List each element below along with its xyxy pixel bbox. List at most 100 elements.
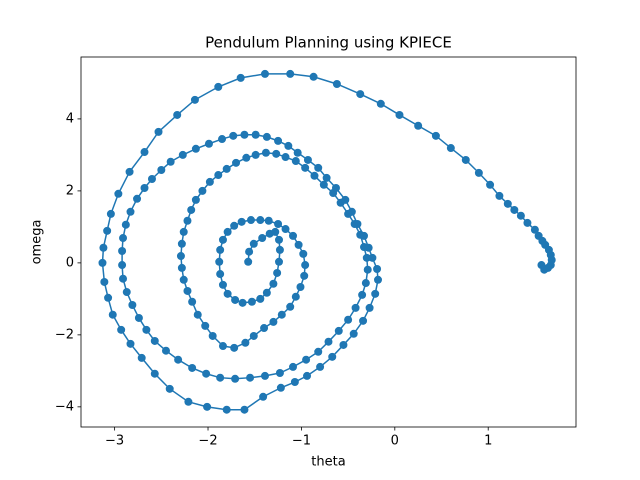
point (261, 148, 270, 157)
point (161, 346, 170, 355)
point (173, 110, 182, 119)
x-tick-label: −3 (105, 434, 124, 449)
point (516, 211, 525, 220)
point (284, 141, 293, 150)
x-axis-label: theta (311, 455, 345, 470)
point (289, 362, 298, 371)
point (260, 69, 269, 78)
point (259, 392, 268, 401)
point (364, 243, 373, 252)
point (269, 279, 278, 288)
point (118, 261, 127, 270)
point (281, 153, 290, 162)
point (344, 315, 353, 324)
point (203, 402, 212, 411)
point (176, 252, 185, 261)
point (242, 153, 251, 162)
point (238, 298, 247, 307)
point (114, 189, 123, 198)
point (302, 355, 311, 364)
point (140, 184, 149, 193)
point (117, 325, 126, 334)
point (126, 207, 135, 216)
point (324, 337, 333, 346)
point (303, 371, 312, 380)
point (216, 270, 225, 279)
point (128, 300, 137, 309)
point (222, 405, 231, 414)
point (359, 231, 368, 240)
point (294, 240, 303, 249)
point (140, 148, 149, 157)
point (316, 362, 325, 371)
point (218, 342, 227, 351)
point (301, 163, 310, 172)
point (296, 282, 305, 291)
point (214, 171, 223, 180)
point (183, 216, 192, 225)
point (275, 257, 283, 266)
point (104, 293, 113, 302)
point (179, 275, 188, 284)
point (339, 340, 348, 349)
point (395, 110, 404, 119)
point (446, 144, 455, 153)
point (122, 288, 131, 297)
point (362, 253, 371, 262)
point (256, 216, 265, 225)
point (236, 73, 245, 82)
y-tick-label: −4 (55, 399, 74, 414)
point (358, 290, 367, 299)
point (274, 136, 283, 145)
point (275, 369, 284, 378)
point (301, 261, 310, 270)
point (98, 258, 107, 267)
point (150, 369, 159, 378)
point (174, 355, 183, 364)
point (188, 363, 197, 372)
point (229, 131, 238, 140)
point (289, 231, 298, 240)
point (363, 265, 372, 274)
point (125, 167, 134, 176)
point (245, 247, 254, 256)
point (347, 207, 356, 216)
point (157, 166, 166, 175)
point (376, 99, 385, 108)
point (291, 292, 300, 301)
point (351, 303, 360, 312)
point (291, 157, 300, 166)
point (262, 132, 271, 141)
x-tick-label: 0 (391, 434, 399, 449)
point (293, 148, 302, 157)
point (191, 195, 200, 204)
point (273, 268, 282, 277)
point (332, 79, 341, 88)
point (208, 331, 217, 340)
point (251, 130, 260, 139)
point (486, 180, 495, 189)
point (119, 274, 128, 283)
point (147, 175, 156, 184)
point (177, 263, 186, 272)
x-tick-label: −1 (292, 434, 311, 449)
point (359, 316, 368, 325)
point (272, 149, 281, 158)
point (275, 235, 283, 244)
point (179, 227, 188, 236)
point (314, 163, 323, 172)
point (216, 373, 225, 382)
point (251, 150, 260, 159)
point (103, 226, 112, 235)
point (218, 135, 227, 144)
point (290, 378, 299, 387)
point (190, 95, 199, 104)
point (361, 279, 370, 288)
point (271, 227, 280, 236)
point (187, 205, 196, 214)
point (275, 245, 284, 254)
y-tick-label: 0 (66, 255, 74, 270)
point (373, 264, 382, 273)
point (341, 195, 350, 204)
